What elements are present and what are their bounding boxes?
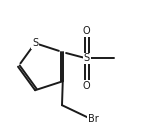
Text: S: S [84, 53, 90, 63]
Text: Br: Br [88, 114, 99, 124]
Text: S: S [32, 38, 38, 48]
Text: O: O [83, 26, 91, 36]
Text: O: O [83, 81, 91, 91]
